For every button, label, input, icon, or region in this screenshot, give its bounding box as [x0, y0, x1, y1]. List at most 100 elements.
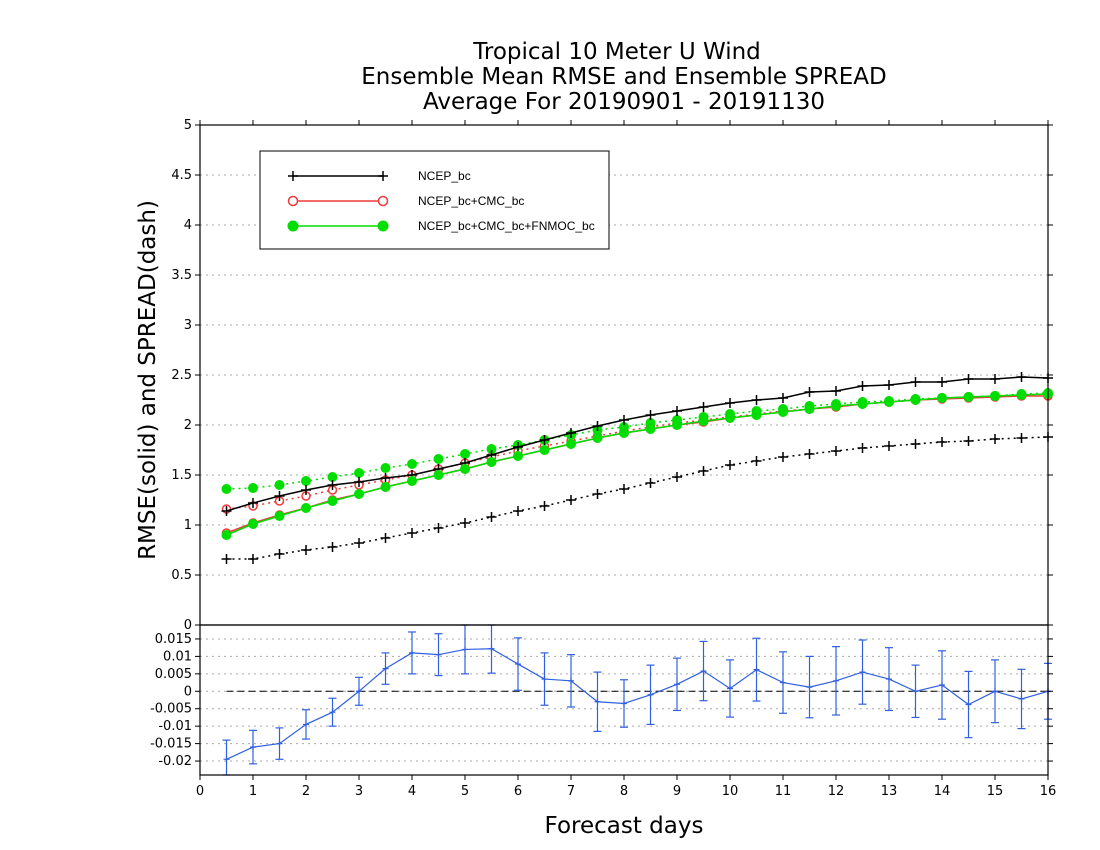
- filled-circle-marker: [672, 420, 682, 430]
- filled-circle-marker: [354, 468, 364, 478]
- spread-line: [226, 392, 1049, 490]
- plus-marker: [672, 472, 682, 482]
- plus-marker: [884, 380, 894, 390]
- plus-marker: [804, 449, 815, 459]
- difference-point: [329, 709, 336, 716]
- plus-marker: [1016, 433, 1027, 443]
- plus-marker: [433, 523, 444, 533]
- difference-point: [409, 649, 415, 656]
- x-tick-label: 16: [1040, 784, 1057, 799]
- plus-marker: [221, 554, 232, 564]
- difference-point: [462, 646, 468, 653]
- bottom-y-tick-label: 0: [184, 684, 192, 699]
- filled-circle-marker: [301, 503, 311, 513]
- plus-marker: [831, 386, 841, 396]
- plus-marker: [539, 435, 550, 445]
- plus-marker: [301, 485, 311, 495]
- plus-marker: [592, 421, 603, 431]
- difference-point: [647, 691, 654, 698]
- difference-point: [965, 701, 972, 708]
- plus-marker: [831, 446, 841, 456]
- filled-circle-marker: [592, 433, 603, 443]
- chart-title-line-2: Ensemble Mean RMSE and Ensemble SPREAD: [361, 64, 886, 90]
- plus-marker: [407, 528, 417, 538]
- filled-circle-marker: [910, 395, 921, 405]
- x-tick-label: 6: [514, 784, 522, 799]
- difference-point: [303, 721, 309, 728]
- difference-point: [992, 688, 998, 695]
- plus-marker: [274, 491, 285, 501]
- difference-point: [621, 700, 627, 707]
- filled-circle-marker: [539, 445, 550, 455]
- plus-marker: [751, 456, 762, 466]
- filled-circle-marker: [778, 407, 788, 417]
- filled-circle-marker: [380, 482, 391, 492]
- top-y-tick-label: 3.5: [171, 268, 192, 283]
- axes-layer: 0 0.5 1 1.5 2 2.5 3 3.5 4 4.5 5 0.015 0.01 0.005 0 -0.0…: [150, 118, 1056, 799]
- filled-circle-marker: [274, 480, 285, 490]
- plus-marker: [937, 437, 947, 447]
- difference-point: [912, 688, 919, 695]
- bottom-y-tick-label: -0.02: [158, 754, 192, 769]
- legend-label: NCEP_bc+CMC_bc+FNMOC_bc: [418, 219, 595, 233]
- difference-point: [727, 685, 733, 692]
- filled-circle-marker: [937, 393, 947, 403]
- plus-marker: [513, 506, 523, 516]
- plus-marker: [274, 549, 285, 559]
- rmse-line: [226, 393, 1049, 536]
- difference-point: [223, 756, 230, 763]
- filled-circle-marker: [725, 413, 735, 423]
- filled-circle-marker: [460, 449, 470, 459]
- bottom-y-tick-label: 0.005: [155, 667, 192, 682]
- filled-circle-marker: [248, 483, 258, 493]
- difference-point: [594, 698, 601, 705]
- legend: NCEP_bc NCEP_bc+CMC_bc NCEP_bc+CMC_bc+FNMO…: [259, 150, 610, 250]
- plus-marker: [248, 498, 258, 508]
- filled-circle-marker: [221, 530, 232, 540]
- filled-circle-marker: [354, 489, 364, 499]
- plus-marker: [645, 410, 656, 420]
- plus-marker: [672, 406, 682, 416]
- plus-marker: [539, 501, 550, 511]
- spread-line: [226, 393, 1049, 510]
- plus-marker: [884, 441, 894, 451]
- difference-point: [833, 677, 839, 684]
- bottom-y-tick-label: -0.005: [150, 702, 192, 717]
- filled-circle-marker: [407, 459, 417, 469]
- plus-marker: [857, 443, 868, 453]
- plus-marker: [566, 428, 576, 438]
- top-y-tick-label: 4: [184, 218, 192, 233]
- x-tick-label: 4: [408, 784, 416, 799]
- plus-marker: [327, 542, 338, 552]
- x-tick-label: 3: [355, 784, 363, 799]
- x-tick-label: 0: [196, 784, 204, 799]
- top-y-tick-label: 4.5: [171, 168, 192, 183]
- plus-marker: [566, 495, 576, 505]
- plus-marker: [804, 387, 815, 397]
- plus-marker: [221, 506, 232, 516]
- difference-point: [435, 651, 442, 658]
- plus-marker: [725, 398, 735, 408]
- x-tick-label: 10: [722, 784, 739, 799]
- legend-label: NCEP_bc+CMC_bc: [418, 194, 524, 208]
- plus-marker: [778, 393, 788, 403]
- filled-circle-marker: [884, 397, 894, 407]
- filled-circle-marker: [460, 464, 470, 474]
- top-y-tick-label: 3: [184, 318, 192, 333]
- top-y-tick-label: 1: [184, 518, 192, 533]
- x-tick-label: 15: [987, 784, 1004, 799]
- top-y-tick-label: 1.5: [171, 468, 192, 483]
- series-layer: [221, 372, 1053, 564]
- plus-marker: [248, 554, 258, 564]
- filled-circle-marker: [301, 476, 311, 486]
- plus-marker: [378, 171, 388, 181]
- top-y-tick-label: 2: [184, 418, 192, 433]
- top-y-tick-label: 5: [184, 118, 192, 133]
- plus-marker: [619, 415, 629, 425]
- filled-circle-marker: [377, 220, 389, 232]
- filled-circle-marker: [1016, 390, 1027, 400]
- filled-circle-marker: [566, 439, 576, 449]
- difference-line: [226, 648, 1049, 760]
- filled-circle-marker: [619, 428, 629, 438]
